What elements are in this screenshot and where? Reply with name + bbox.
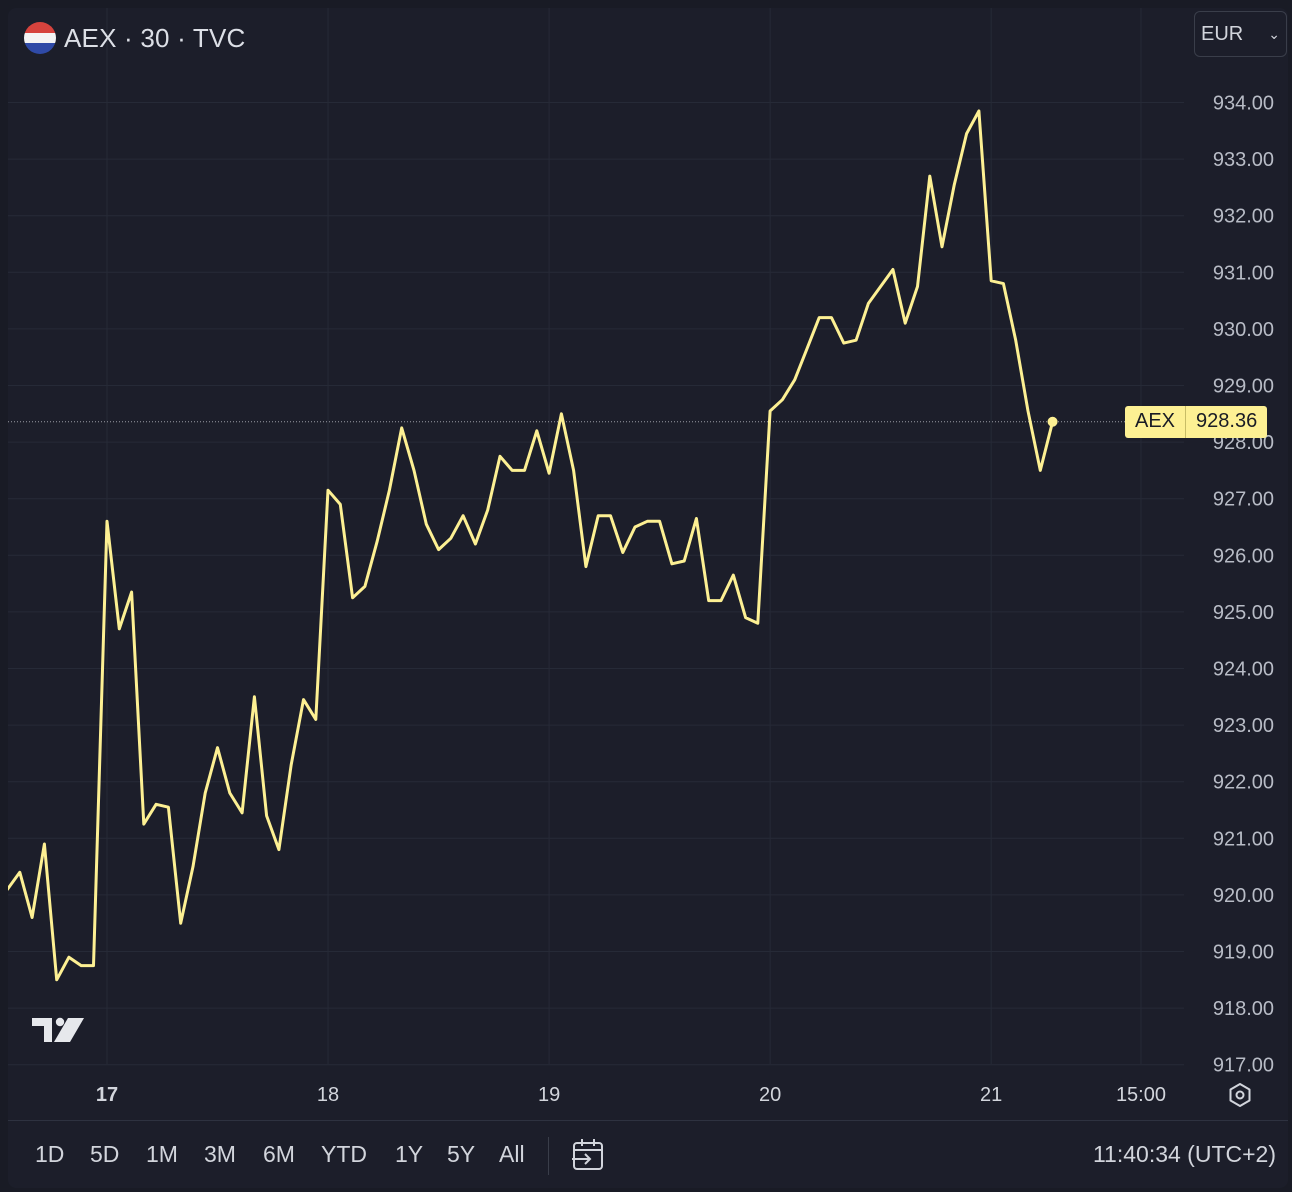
range-button-3m[interactable]: 3M <box>204 1141 236 1167</box>
y-tick-label: 917.00 <box>1213 1055 1274 1077</box>
y-tick-label: 920.00 <box>1213 885 1274 907</box>
y-tick-label: 918.00 <box>1213 998 1274 1020</box>
last-price-dot <box>1047 416 1058 427</box>
currency-value: EUR <box>1201 22 1244 45</box>
y-tick-label: 922.00 <box>1213 772 1274 794</box>
range-button-5d[interactable]: 5D <box>90 1141 120 1167</box>
tradingview-logo-icon[interactable] <box>30 1014 86 1046</box>
x-tick-label: 17 <box>96 1084 118 1106</box>
y-tick-label: 934.00 <box>1213 93 1274 115</box>
y-tick-label: 927.00 <box>1213 489 1274 511</box>
bottom-toolbar: 1D 5D 1M 3M 6M YTD 1Y 5Y All 11:40:34 (U… <box>8 1120 1288 1188</box>
range-button-all[interactable]: All <box>499 1141 525 1167</box>
range-button-1m[interactable]: 1M <box>146 1141 178 1167</box>
y-tick-label: 921.00 <box>1213 828 1274 850</box>
y-tick-label: 924.00 <box>1213 659 1274 681</box>
y-tick-label: 932.00 <box>1213 206 1274 228</box>
price-label-value: 928.36 <box>1196 410 1258 433</box>
range-button-1y[interactable]: 1Y <box>395 1141 424 1167</box>
y-tick-label: 929.00 <box>1213 376 1274 398</box>
chevron-down-icon: ⌄ <box>1268 25 1280 42</box>
y-tick-label: 925.00 <box>1213 602 1274 624</box>
toolbar-divider <box>548 1137 549 1175</box>
x-tick-label: 18 <box>317 1084 339 1106</box>
currency-select[interactable]: EUR ⌄ <box>1194 11 1287 57</box>
netherlands-flag-icon <box>24 22 56 54</box>
aex-price-line <box>8 109 1055 982</box>
calendar-goto-icon[interactable] <box>570 1135 606 1175</box>
symbol-title[interactable]: AEX · 30 · TVC <box>64 22 246 53</box>
last-price-label: AEX 928.36 <box>1125 405 1268 438</box>
clock-timezone[interactable]: 11:40:34 (UTC+2) <box>1092 1141 1276 1167</box>
x-tick-label: 15:00 <box>1116 1084 1166 1106</box>
chart-canvas[interactable]: 934.00 933.00 932.00 931.00 930.00 929.00 928.… <box>8 8 1288 1120</box>
y-tick-label: 919.00 <box>1213 942 1274 964</box>
x-tick-label: 19 <box>538 1084 560 1106</box>
x-tick-label: 20 <box>759 1084 781 1106</box>
price-label-symbol: AEX <box>1125 405 1187 438</box>
y-tick-label: 931.00 <box>1213 262 1274 284</box>
y-tick-label: 923.00 <box>1213 715 1274 737</box>
y-tick-label: 926.00 <box>1213 545 1274 567</box>
chart-header: AEX · 30 · TVC <box>24 18 246 58</box>
y-tick-label: 930.00 <box>1213 319 1274 341</box>
range-button-ytd[interactable]: YTD <box>321 1141 367 1167</box>
y-tick-label: 933.00 <box>1213 149 1274 171</box>
settings-gear-icon[interactable] <box>1223 1078 1257 1112</box>
chart-frame: 934.00 933.00 932.00 931.00 930.00 929.00 928.… <box>8 8 1288 1188</box>
range-button-5y[interactable]: 5Y <box>447 1141 476 1167</box>
range-button-6m[interactable]: 6M <box>263 1141 295 1167</box>
range-button-1d[interactable]: 1D <box>35 1141 65 1167</box>
x-tick-label: 21 <box>980 1084 1002 1106</box>
